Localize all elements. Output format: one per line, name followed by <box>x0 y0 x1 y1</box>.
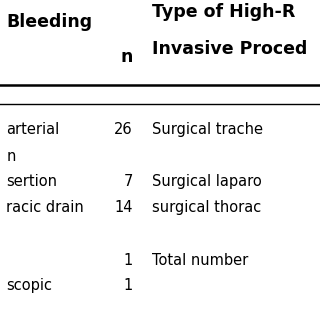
Text: Surgical trache: Surgical trache <box>152 122 263 137</box>
Text: 14: 14 <box>114 200 133 215</box>
Text: n: n <box>6 149 16 164</box>
Text: Bleeding: Bleeding <box>6 13 92 31</box>
Text: arterial: arterial <box>6 122 60 137</box>
Text: 1: 1 <box>124 253 133 268</box>
Text: 26: 26 <box>114 122 133 137</box>
Text: Invasive Proced: Invasive Proced <box>152 40 308 58</box>
Text: Surgical laparo: Surgical laparo <box>152 174 262 189</box>
Text: sertion: sertion <box>6 174 57 189</box>
Text: Total number: Total number <box>152 253 248 268</box>
Text: 7: 7 <box>124 174 133 189</box>
Text: 1: 1 <box>124 278 133 293</box>
Text: Type of High-R: Type of High-R <box>152 3 295 21</box>
Text: scopic: scopic <box>6 278 52 293</box>
Text: racic drain: racic drain <box>6 200 84 215</box>
Text: n: n <box>120 48 133 66</box>
Text: surgical thorac: surgical thorac <box>152 200 261 215</box>
